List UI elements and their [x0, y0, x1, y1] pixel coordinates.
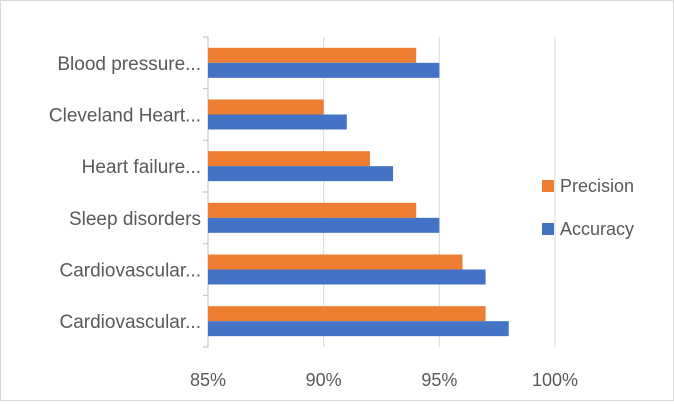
precision-bar [208, 202, 417, 218]
precision-legend-label: Precision [560, 176, 634, 196]
accuracy-bar [208, 217, 440, 233]
category-label: Cleveland Heart... [49, 106, 201, 127]
precision-bar [208, 99, 324, 115]
precision-bar [208, 151, 370, 167]
category-label: Blood pressure... [57, 54, 201, 75]
category-label: Cardiovascular... [59, 261, 201, 282]
x-tick-label: 100% [532, 370, 578, 390]
accuracy-bar [208, 166, 394, 182]
accuracy-bar [208, 269, 486, 285]
accuracy-bar [208, 321, 509, 337]
precision-bar [208, 47, 417, 63]
category-label: Heart failure... [82, 157, 201, 178]
x-tick-label: 85% [190, 370, 226, 390]
accuracy-bar [208, 114, 347, 130]
accuracy-legend-label: Accuracy [560, 219, 634, 239]
precision-bar [208, 306, 486, 322]
category-label: Sleep disorders [69, 209, 201, 230]
x-tick-label: 90% [306, 370, 342, 390]
x-tick-label: 95% [421, 370, 457, 390]
category-label: Cardiovascular... [59, 312, 201, 333]
precision-bar [208, 254, 463, 270]
accuracy-legend-swatch [542, 223, 554, 235]
precision-legend-swatch [542, 180, 554, 192]
accuracy-bar [208, 62, 440, 78]
